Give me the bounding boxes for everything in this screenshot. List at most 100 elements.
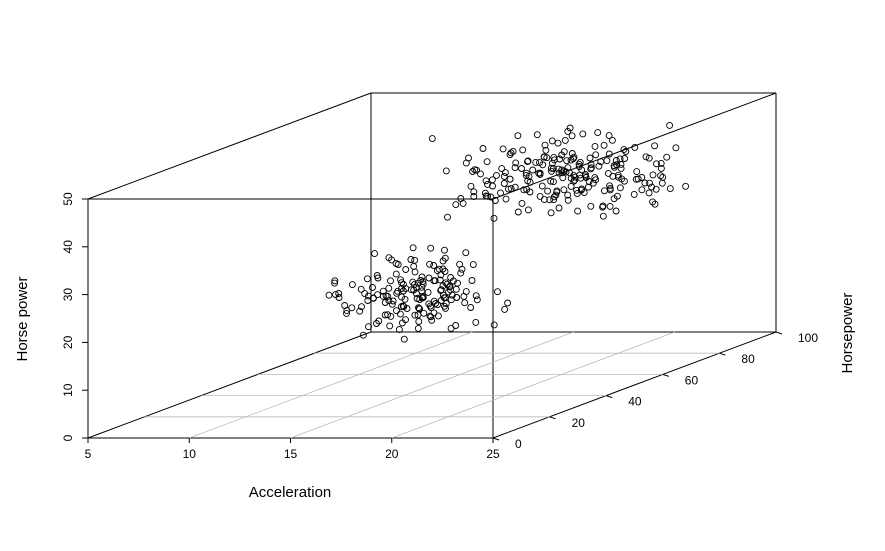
y-axis-title: Horsepower — [839, 293, 856, 374]
x-tick-label: 25 — [486, 447, 500, 461]
data-point — [606, 184, 614, 192]
data-point — [609, 172, 617, 180]
data-point — [657, 172, 665, 180]
data-point — [575, 163, 583, 170]
data-point — [470, 193, 478, 200]
data-point — [520, 186, 528, 194]
data-point — [396, 310, 404, 318]
data-point — [591, 174, 599, 182]
z-tick-label: 20 — [61, 335, 75, 349]
data-point — [453, 293, 461, 301]
data-point — [519, 146, 527, 154]
data-point — [524, 158, 531, 166]
data-point — [597, 158, 605, 166]
data-point — [535, 169, 543, 177]
data-point — [356, 307, 364, 315]
data-point — [387, 277, 394, 285]
data-point — [571, 173, 579, 181]
data-point — [621, 155, 629, 162]
data-point — [397, 303, 405, 311]
data-point — [374, 274, 382, 282]
data-point — [514, 132, 522, 140]
data-point — [651, 142, 659, 150]
data-point — [594, 129, 602, 137]
data-point — [564, 196, 572, 204]
data-point — [430, 262, 438, 269]
data-point — [331, 279, 339, 287]
data-point — [634, 175, 642, 183]
data-point — [375, 317, 383, 325]
data-point — [470, 188, 478, 196]
data-point — [567, 182, 575, 190]
data-point — [442, 167, 450, 175]
data-point — [587, 161, 595, 169]
data-point — [428, 316, 436, 324]
y-tick-label: 60 — [685, 373, 699, 387]
data-point — [549, 178, 557, 186]
data-point — [614, 171, 622, 179]
z-axis-title: Horse power — [14, 276, 31, 361]
y-tick-mark — [662, 373, 669, 377]
data-point — [400, 303, 408, 310]
data-point — [541, 141, 549, 149]
data-point — [587, 165, 595, 173]
data-point — [653, 160, 660, 168]
z-tick-label: 0 — [61, 434, 75, 441]
data-point — [413, 290, 420, 297]
data-point — [490, 321, 498, 329]
data-point — [620, 177, 628, 185]
data-point — [682, 182, 690, 190]
data-point — [604, 169, 612, 177]
data-point — [411, 268, 419, 276]
data-point — [402, 266, 410, 273]
data-point — [348, 304, 356, 312]
data-point — [573, 186, 581, 194]
data-point — [469, 261, 477, 269]
data-point — [435, 265, 443, 273]
data-point — [452, 201, 460, 209]
data-point — [581, 172, 589, 180]
data-point — [432, 300, 439, 307]
data-point — [514, 208, 522, 216]
data-point — [518, 199, 526, 207]
data-point — [548, 137, 556, 145]
data-point — [500, 173, 508, 180]
z-tick-label: 50 — [61, 192, 75, 206]
data-point — [555, 204, 563, 212]
data-point — [587, 164, 595, 172]
data-point — [395, 326, 403, 333]
data-point — [584, 183, 592, 191]
data-points — [325, 121, 690, 343]
data-point — [388, 300, 396, 308]
data-point — [600, 187, 608, 195]
data-point — [552, 191, 560, 199]
data-point — [364, 297, 372, 304]
data-point — [462, 288, 470, 296]
data-point — [452, 285, 460, 293]
data-point — [550, 156, 558, 164]
data-point — [559, 174, 567, 182]
data-point — [666, 121, 674, 129]
data-point — [484, 180, 491, 188]
data-point — [566, 169, 574, 177]
data-point — [574, 207, 582, 215]
x-tick-label: 10 — [183, 447, 197, 461]
data-point — [457, 269, 465, 277]
data-point — [335, 290, 343, 297]
data-point — [500, 180, 508, 187]
data-point — [484, 192, 492, 200]
y-tick-label: 40 — [628, 395, 642, 409]
data-point — [652, 185, 660, 193]
data-point — [428, 135, 436, 143]
data-point — [431, 277, 439, 285]
data-point — [509, 147, 517, 155]
data-point — [427, 313, 435, 321]
data-point — [605, 150, 613, 158]
data-point — [649, 171, 657, 179]
data-point — [415, 305, 423, 313]
data-point — [379, 292, 387, 300]
data-point — [617, 164, 625, 172]
box-edge — [492, 331, 777, 439]
data-point — [499, 145, 507, 153]
